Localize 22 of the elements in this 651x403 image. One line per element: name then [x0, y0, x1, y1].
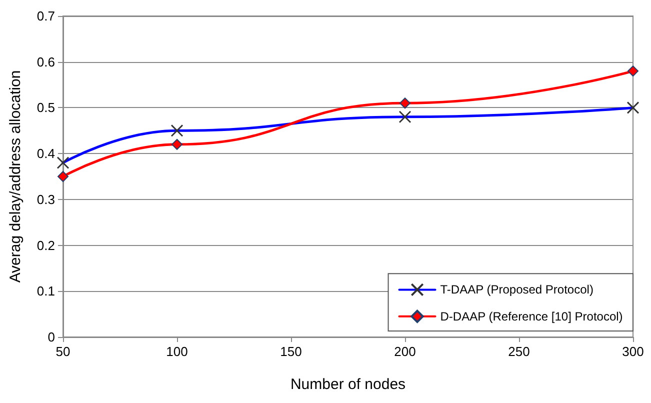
x-tick-label: 100 [166, 344, 188, 359]
y-tick-label: 0.1 [36, 284, 55, 299]
y-tick-label: 0.4 [36, 146, 55, 162]
point [58, 171, 68, 182]
point [172, 138, 182, 150]
legend-label: T-DAAP (Proposed Protocol) [440, 282, 594, 297]
y-tick-label: 0.6 [36, 54, 55, 70]
point [400, 98, 410, 109]
y-tick-label: 0.3 [36, 192, 55, 207]
x-tick-label: 200 [394, 344, 416, 359]
y-axis-title: Averag delay/address allocation [7, 70, 24, 283]
x-tick-label: 300 [622, 344, 644, 359]
legend-label: D-DAAP (Reference [10] Protocol) [440, 309, 623, 324]
x-axis-title: Number of nodes [290, 376, 406, 393]
x-tick-label: 150 [280, 344, 302, 359]
y-tick-label: 0.5 [36, 100, 55, 116]
point [628, 66, 638, 77]
x-tick-label: 250 [508, 344, 530, 359]
y-tick-label: 0.2 [36, 238, 55, 253]
x-tick-label: 50 [56, 344, 70, 359]
y-tick-label: 0 [48, 330, 55, 344]
y-tick-label: 0.7 [36, 8, 55, 24]
